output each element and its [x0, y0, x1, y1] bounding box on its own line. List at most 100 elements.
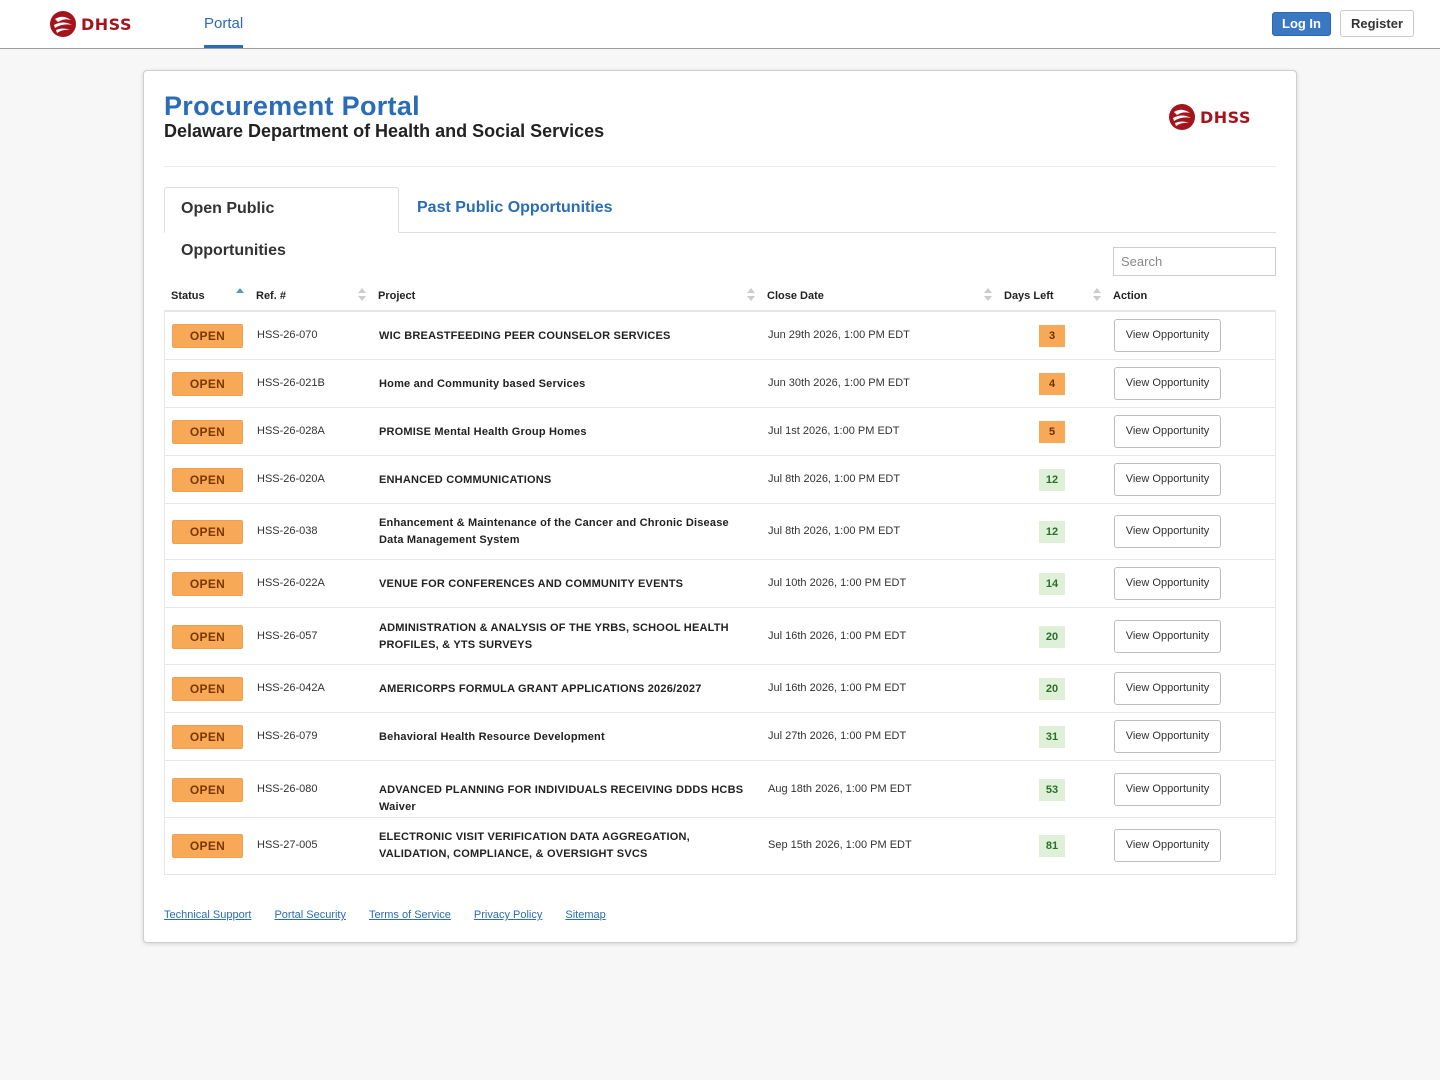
dhss-logo-icon — [1169, 104, 1195, 130]
page-title: Procurement Portal — [164, 91, 420, 121]
ref-number: HSS-26-042A — [257, 682, 325, 694]
view-opportunity-button[interactable]: View Opportunity — [1114, 567, 1221, 600]
days-left-badge: 53 — [1039, 779, 1065, 801]
sort-icon[interactable] — [1093, 288, 1101, 302]
col-close-date[interactable]: Close Date — [767, 290, 824, 302]
view-opportunity-button[interactable]: View Opportunity — [1114, 367, 1221, 400]
view-opportunity-button[interactable]: View Opportunity — [1114, 720, 1221, 753]
opportunity-tabs: Open Public Opportunities Past Public Op… — [164, 187, 1276, 259]
sort-icon[interactable] — [358, 288, 366, 302]
table-row: OPEN HSS-26-038 Enhancement & Maintenance … — [165, 504, 1275, 560]
col-days-left[interactable]: Days Left — [1004, 290, 1054, 302]
status-badge: OPEN — [172, 834, 243, 858]
project-name: ENHANCED COMMUNICATIONS — [379, 474, 552, 486]
ref-number: HSS-26-080 — [257, 783, 318, 795]
status-badge: OPEN — [172, 725, 243, 749]
login-button[interactable]: Log In — [1272, 12, 1331, 36]
footer-link[interactable]: Privacy Policy — [473, 909, 543, 921]
project-name: Behavioral Health Resource Development — [379, 731, 605, 743]
search-input[interactable] — [1113, 247, 1276, 276]
status-badge: OPEN — [172, 520, 243, 544]
view-opportunity-button[interactable]: View Opportunity — [1114, 515, 1221, 548]
days-left-badge: 20 — [1039, 678, 1065, 700]
nav-tab-portal[interactable]: Portal — [204, 0, 244, 48]
project-name: Home and Community based Services — [379, 378, 586, 390]
status-badge: OPEN — [172, 677, 243, 701]
close-date: Jul 27th 2026, 1:00 PM EDT — [768, 730, 907, 742]
close-date: Jun 30th 2026, 1:00 PM EDT — [768, 377, 910, 389]
days-left-badge: 5 — [1039, 421, 1065, 443]
view-opportunity-button[interactable]: View Opportunity — [1114, 620, 1221, 653]
col-ref[interactable]: Ref. # — [256, 290, 286, 302]
table-row: OPEN HSS-26-021B Home and Community based … — [165, 360, 1275, 408]
tab-open-opportunities[interactable]: Open Public Opportunities — [164, 187, 399, 259]
status-badge: OPEN — [172, 625, 243, 649]
ref-number: HSS-26-038 — [257, 525, 318, 537]
footer-link[interactable]: Technical Support — [164, 909, 252, 921]
view-opportunity-button[interactable]: View Opportunity — [1114, 319, 1221, 352]
status-badge: OPEN — [172, 778, 243, 802]
days-left-badge: 14 — [1039, 573, 1065, 595]
project-name: VENUE FOR CONFERENCES AND COMMUNITY EVEN… — [379, 578, 684, 590]
page-subtitle: Delaware Department of Health and Social… — [164, 121, 605, 141]
logo-text: DHSS — [81, 14, 132, 34]
col-action: Action — [1113, 290, 1148, 302]
status-badge: OPEN — [172, 572, 243, 596]
status-badge: OPEN — [172, 468, 243, 492]
status-badge: OPEN — [172, 324, 243, 348]
project-name: AMERICORPS FORMULA GRANT APPLICATIONS 20… — [379, 683, 702, 695]
sort-asc-icon[interactable] — [236, 288, 244, 302]
table-row: OPEN HSS-26-028A PROMISE Mental Health Gro… — [165, 408, 1275, 456]
logo-text: DHSS — [1200, 107, 1251, 127]
days-left-badge: 12 — [1039, 521, 1065, 543]
col-project[interactable]: Project — [378, 290, 416, 302]
ref-number: HSS-26-057 — [257, 630, 318, 642]
tab-past-opportunities[interactable]: Past Public Opportunities — [417, 199, 613, 216]
table-row: OPEN HSS-26-020A ENHANCED COMMUNICATIONS Ju… — [165, 456, 1275, 504]
footer-link[interactable]: Portal Security — [274, 909, 346, 921]
footer-link[interactable]: Terms of Service — [368, 909, 451, 921]
close-date: Jul 1st 2026, 1:00 PM EDT — [768, 425, 900, 437]
table-row: OPEN HSS-26-057 ADMINISTRATION & ANALYSIS … — [165, 608, 1275, 665]
close-date: Sep 15th 2026, 1:00 PM EDT — [768, 839, 912, 851]
table-row: OPEN HSS-26-022A VENUE FOR CONFERENCES AND… — [165, 560, 1275, 608]
view-opportunity-button[interactable]: View Opportunity — [1114, 672, 1221, 705]
ref-number: HSS-26-022A — [257, 577, 325, 589]
project-name: Enhancement & Maintenance of the Cancer … — [379, 517, 729, 546]
close-date: Aug 18th 2026, 1:00 PM EDT — [768, 783, 912, 795]
table-row: OPEN HSS-26-079 Behavioral Health Resource… — [165, 713, 1275, 761]
project-name: PROMISE Mental Health Group Homes — [379, 426, 587, 438]
ref-number: HSS-26-028A — [257, 425, 325, 437]
status-badge: OPEN — [172, 372, 243, 396]
view-opportunity-button[interactable]: View Opportunity — [1114, 773, 1221, 806]
header-divider — [164, 166, 1276, 167]
table-row: OPEN HSS-26-070 WIC BREASTFEEDING PEER COU… — [165, 312, 1275, 360]
days-left-badge: 81 — [1039, 835, 1065, 857]
view-opportunity-button[interactable]: View Opportunity — [1114, 415, 1221, 448]
days-left-badge: 3 — [1039, 325, 1065, 347]
sort-icon[interactable] — [984, 288, 992, 302]
days-left-badge: 31 — [1039, 726, 1065, 748]
table-row: OPEN HSS-26-042A AMERICORPS FORMULA GRANT … — [165, 665, 1275, 713]
project-name: WIC BREASTFEEDING PEER COUNSELOR SERVICE… — [379, 330, 671, 342]
ref-number: HSS-26-020A — [257, 473, 325, 485]
view-opportunity-button[interactable]: View Opportunity — [1114, 829, 1221, 862]
project-name: ADMINISTRATION & ANALYSIS OF THE YRBS, S… — [379, 622, 729, 651]
view-opportunity-button[interactable]: View Opportunity — [1114, 463, 1221, 496]
table-row: OPEN HSS-27-005 ELECTRONIC VISIT VERIFICAT… — [165, 818, 1275, 874]
footer-link[interactable]: Sitemap — [565, 909, 606, 921]
close-date: Jul 16th 2026, 1:00 PM EDT — [768, 682, 907, 694]
register-button[interactable]: Register — [1340, 10, 1414, 37]
sort-icon[interactable] — [747, 288, 755, 302]
ref-number: HSS-26-021B — [257, 377, 325, 389]
top-navbar: DHSS Portal Log In Register — [0, 0, 1440, 49]
table-header: Status Ref. # Project Close Date Days Le… — [164, 282, 1276, 312]
opportunities-table: OPEN HSS-26-070 WIC BREASTFEEDING PEER COU… — [164, 312, 1276, 875]
ref-number: HSS-26-070 — [257, 329, 318, 341]
days-left-badge: 4 — [1039, 373, 1065, 395]
col-status[interactable]: Status — [171, 290, 205, 302]
dhss-logo-icon — [50, 11, 76, 37]
main-card: Procurement Portal Delaware Department o… — [143, 70, 1297, 943]
days-left-badge: 20 — [1039, 626, 1065, 648]
dhss-logo[interactable]: DHSS — [49, 9, 132, 39]
